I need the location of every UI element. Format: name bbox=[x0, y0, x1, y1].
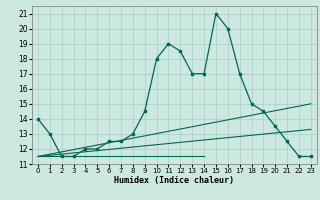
X-axis label: Humidex (Indice chaleur): Humidex (Indice chaleur) bbox=[115, 176, 234, 185]
